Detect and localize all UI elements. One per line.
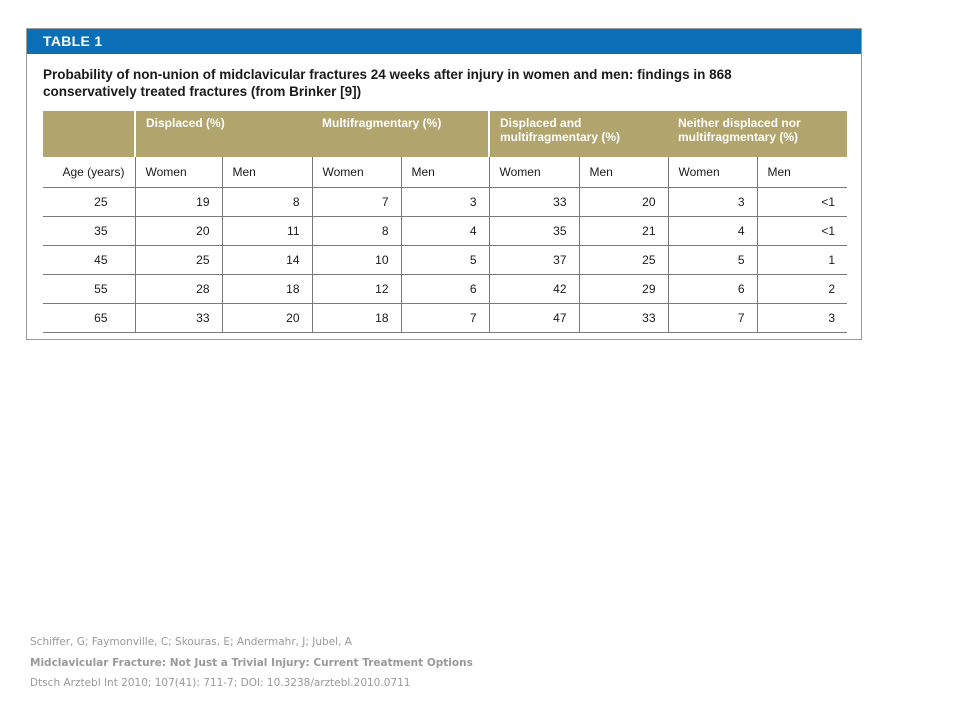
table-cell: 4 (667, 216, 757, 246)
table-cell: 2 (756, 274, 848, 304)
age-cell: 45 (43, 245, 135, 275)
table-cell: 33 (134, 303, 222, 333)
group-header-displaced-and-multifragmentary: Displaced and multifragmentary (%) (488, 111, 668, 157)
table-row: 45 25 14 10 5 37 25 5 1 (43, 245, 848, 275)
table-cell: 33 (578, 303, 668, 333)
table-cell: 25 (134, 245, 222, 275)
group-header-neither: Neither displaced nor multifragmentary (%… (668, 111, 848, 157)
women-column-header: Women (311, 157, 401, 188)
table-row: 25 19 8 7 3 33 20 3 <1 (43, 187, 848, 217)
table-cell: 7 (400, 303, 489, 333)
table-cell: 3 (756, 303, 848, 333)
table-cell: 12 (311, 274, 401, 304)
table-cell: 37 (488, 245, 579, 275)
table-cell: 6 (400, 274, 489, 304)
table-cell: 7 (311, 187, 401, 217)
age-cell: 55 (43, 274, 135, 304)
age-cell: 65 (43, 303, 135, 333)
table-cell: 25 (578, 245, 668, 275)
table-figure: TABLE 1 Probability of non-union of midc… (26, 28, 862, 340)
women-column-header: Women (667, 157, 757, 188)
table-cell: 19 (134, 187, 222, 217)
table-cell: 21 (578, 216, 668, 246)
table-cell: 1 (756, 245, 848, 275)
group-header-displaced: Displaced (%) (134, 111, 312, 157)
table-cell: 3 (400, 187, 489, 217)
table-cell: 28 (134, 274, 222, 304)
men-column-header: Men (578, 157, 668, 188)
age-column-header: Age (years) (43, 157, 135, 188)
table-cell: <1 (756, 187, 848, 217)
table-cell: 20 (134, 216, 222, 246)
citation-title: Midclavicular Fracture: Not Just a Trivi… (30, 657, 473, 669)
men-column-header: Men (400, 157, 489, 188)
subheader-row: Age (years) Women Men Women Men Women Me… (43, 157, 848, 188)
group-header-multifragmentary: Multifragmentary (%) (312, 111, 489, 157)
table-cell: 5 (667, 245, 757, 275)
data-table: Displaced (%) Multifragmentary (%) Displ… (43, 111, 848, 333)
table-cell: 20 (578, 187, 668, 217)
men-column-header: Men (756, 157, 848, 188)
table-cell: 47 (488, 303, 579, 333)
table-cell: 35 (488, 216, 579, 246)
table-cell: 3 (667, 187, 757, 217)
women-column-header: Women (488, 157, 579, 188)
age-cell: 25 (43, 187, 135, 217)
women-column-header: Women (134, 157, 222, 188)
table-cell: <1 (756, 216, 848, 246)
caption-line-2: conservatively treated fractures (from B… (43, 84, 362, 99)
table-cell: 7 (667, 303, 757, 333)
table-row: 35 20 11 8 4 35 21 4 <1 (43, 216, 848, 246)
age-cell: 35 (43, 216, 135, 246)
table-cell: 11 (221, 216, 312, 246)
table-cell: 18 (311, 303, 401, 333)
table-cell: 42 (488, 274, 579, 304)
men-column-header: Men (221, 157, 312, 188)
table-cell: 5 (400, 245, 489, 275)
table-cell: 20 (221, 303, 312, 333)
table-cell: 18 (221, 274, 312, 304)
table-cell: 6 (667, 274, 757, 304)
table-cell: 10 (311, 245, 401, 275)
table-cell: 4 (400, 216, 489, 246)
table-cell: 14 (221, 245, 312, 275)
table-cell: 29 (578, 274, 668, 304)
table-cell: 33 (488, 187, 579, 217)
table-row: 65 33 20 18 7 47 33 7 3 (43, 303, 848, 333)
table-row: 55 28 18 12 6 42 29 6 2 (43, 274, 848, 304)
table-caption: Probability of non-union of midclavicula… (43, 66, 833, 100)
citation-authors: Schiffer, G; Faymonville, C; Skouras, E;… (30, 636, 352, 648)
caption-line-1: Probability of non-union of midclavicula… (43, 67, 732, 82)
table-cell: 8 (221, 187, 312, 217)
group-header-row: Displaced (%) Multifragmentary (%) Displ… (43, 111, 848, 157)
table-label: TABLE 1 (27, 29, 861, 54)
citation-journal: Dtsch Arztebl Int 2010; 107(41): 711-7; … (30, 677, 411, 689)
group-header-blank (43, 111, 135, 157)
table-cell: 8 (311, 216, 401, 246)
